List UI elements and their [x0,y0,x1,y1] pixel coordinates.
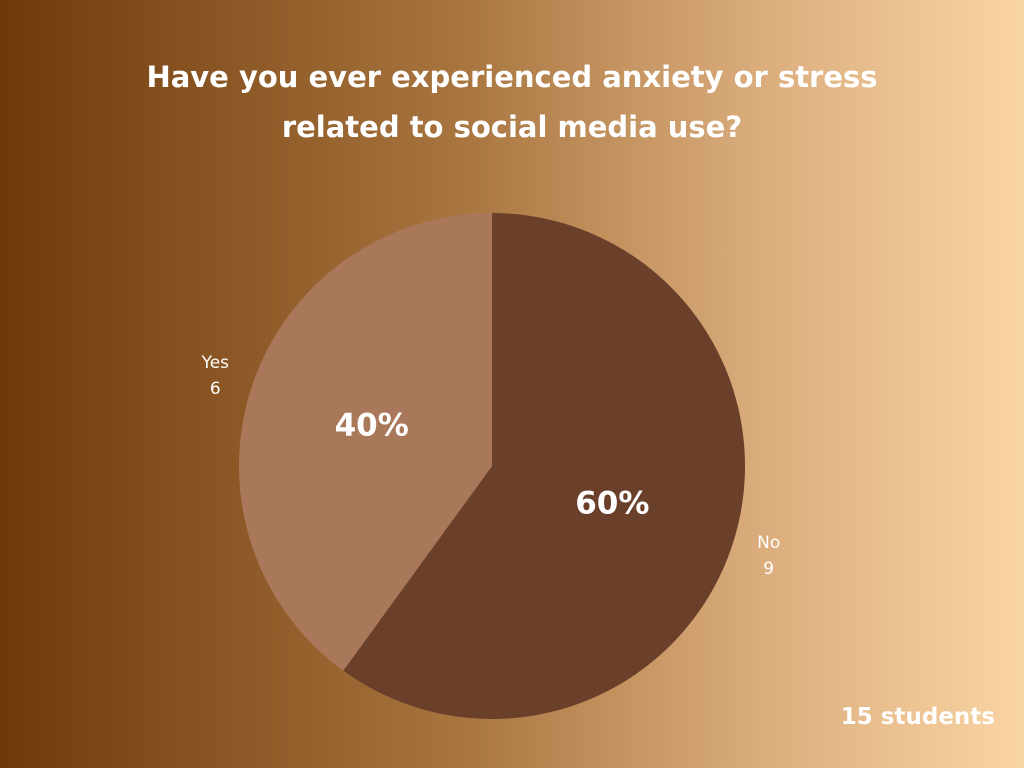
pie-slice [239,213,492,671]
percent-label: 40% [335,407,409,443]
pie-slice [343,213,746,719]
count-label: 6 [210,379,221,399]
count-label: 9 [763,559,774,579]
category-label: No [757,533,780,553]
category-label: Yes [201,353,230,373]
footnote: 15 students [840,704,995,730]
chart-title: Have you ever experienced anxiety or str… [146,60,878,144]
percent-label: 60% [575,486,649,522]
